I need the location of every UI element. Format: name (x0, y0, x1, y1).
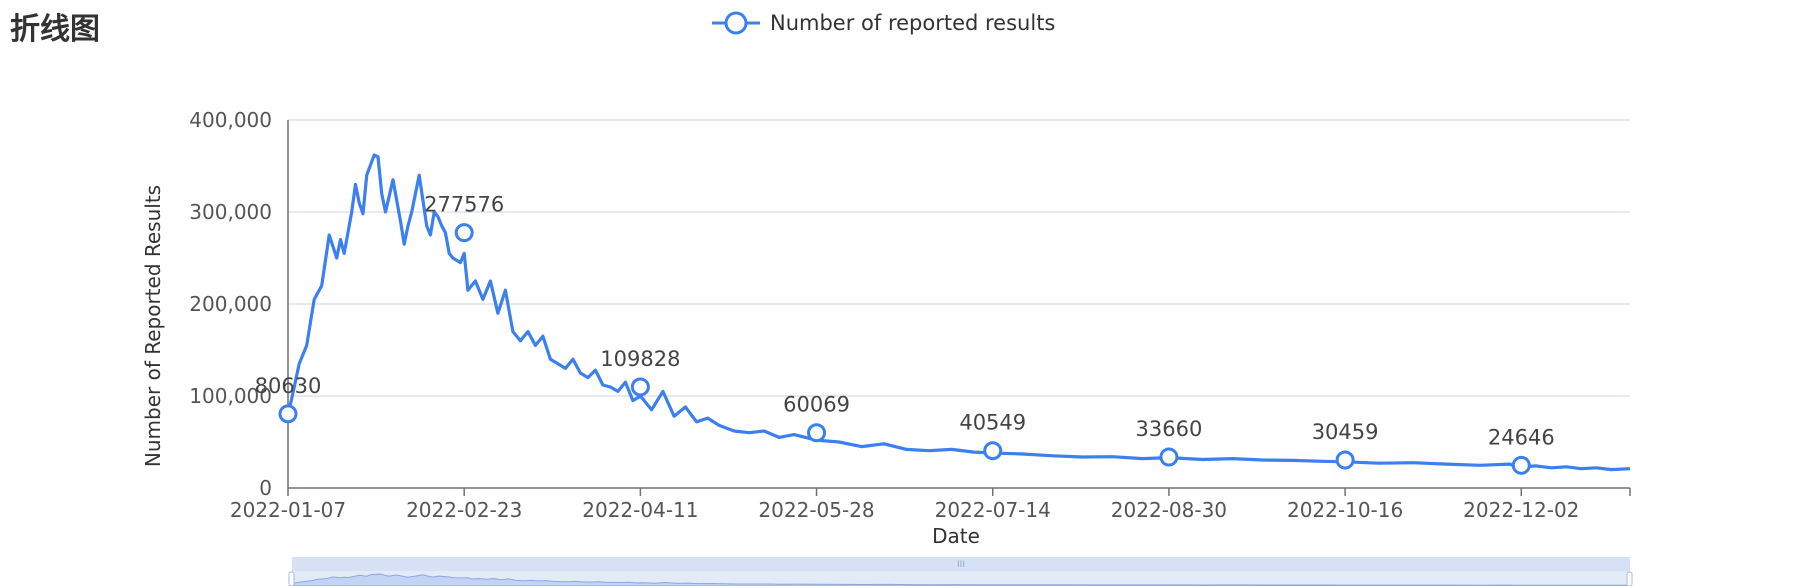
data-point-marker[interactable] (1159, 447, 1179, 467)
x-tick-label: 2022-12-02 (1463, 498, 1579, 522)
data-zoom-left-handle[interactable] (288, 571, 295, 586)
data-labels: 80630 277576 109828 60069 40549 33660 30459 246… (255, 193, 1555, 450)
series-layer (278, 153, 1631, 475)
x-tick-label: 2022-04-11 (582, 498, 698, 522)
x-tick-label: 2022-01-07 (230, 498, 346, 522)
data-point-marker[interactable] (278, 404, 298, 424)
data-point-label: 277576 (424, 193, 504, 217)
data-point-label: 80630 (255, 374, 322, 398)
x-tick-label: 2022-10-16 (1287, 498, 1403, 522)
data-point-label: 33660 (1136, 417, 1203, 441)
data-point-marker[interactable] (630, 377, 650, 397)
data-zoom-right-handle[interactable] (1626, 571, 1633, 586)
y-axis-title: Number of Reported Results (141, 185, 165, 467)
data-point-label: 24646 (1488, 425, 1555, 449)
legend-circle-icon (724, 11, 748, 35)
x-tick-label: 2022-07-14 (935, 498, 1051, 522)
y-tick-label: 200,000 (189, 292, 272, 316)
data-point-label: 60069 (783, 393, 850, 417)
data-zoom-slider[interactable]: III (288, 557, 1633, 586)
legend[interactable]: Number of reported results (712, 11, 1055, 35)
y-tick-label: 100,000 (189, 384, 272, 408)
legend-label: Number of reported results (770, 11, 1055, 35)
series-line (286, 153, 1631, 472)
page-title: 折线图 (10, 12, 100, 47)
data-zoom-grip-icon[interactable]: III (957, 560, 965, 570)
data-point-marker[interactable] (1335, 450, 1355, 470)
data-point-marker[interactable] (1511, 455, 1531, 475)
data-zoom-handle-bar[interactable] (292, 557, 1630, 571)
data-point-label: 109828 (600, 347, 680, 371)
grid-lines (288, 119, 1630, 397)
x-tick-label: 2022-05-28 (758, 498, 874, 522)
data-point-label: 40549 (959, 411, 1026, 435)
x-axis-title: Date (932, 524, 980, 548)
data-point-marker[interactable] (807, 423, 827, 443)
y-tick-label: 300,000 (189, 200, 272, 224)
x-tick-label: 2022-08-30 (1111, 498, 1227, 522)
x-tick-label: 2022-02-23 (406, 498, 522, 522)
y-tick-label: 0 (259, 476, 272, 500)
data-zoom-preview (291, 573, 1631, 586)
data-point-marker[interactable] (454, 223, 474, 243)
axes: 0 100,000 200,000 300,000 400,000 2022-01-07 2… (189, 108, 1631, 522)
data-point-marker[interactable] (983, 441, 1003, 461)
data-point-label: 30459 (1312, 420, 1379, 444)
y-tick-label: 400,000 (189, 108, 272, 132)
